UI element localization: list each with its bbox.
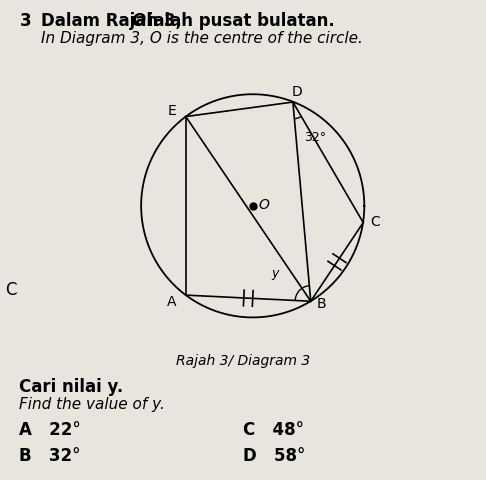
Text: A: A bbox=[167, 294, 176, 308]
Text: E: E bbox=[168, 104, 177, 118]
Text: C: C bbox=[5, 281, 17, 299]
Text: Dalam Rajah 3,: Dalam Rajah 3, bbox=[41, 12, 188, 30]
Text: 3: 3 bbox=[19, 12, 31, 30]
Text: Rajah 3/ Diagram 3: Rajah 3/ Diagram 3 bbox=[176, 353, 310, 367]
Text: ialah pusat bulatan.: ialah pusat bulatan. bbox=[142, 12, 335, 30]
Text: C   48°: C 48° bbox=[243, 420, 304, 438]
Text: O: O bbox=[259, 197, 269, 211]
Text: A   22°: A 22° bbox=[19, 420, 81, 438]
Text: B   32°: B 32° bbox=[19, 446, 81, 464]
Text: B: B bbox=[317, 297, 327, 311]
Text: In Diagram 3, O is the centre of the circle.: In Diagram 3, O is the centre of the cir… bbox=[41, 31, 363, 46]
Text: 32°: 32° bbox=[304, 130, 326, 143]
Text: D   58°: D 58° bbox=[243, 446, 305, 464]
Text: Find the value of y.: Find the value of y. bbox=[19, 396, 165, 411]
Text: Cari nilai y.: Cari nilai y. bbox=[19, 377, 124, 395]
Text: y: y bbox=[271, 267, 278, 280]
Text: O: O bbox=[131, 12, 145, 30]
Text: C: C bbox=[371, 215, 381, 229]
Text: D: D bbox=[292, 84, 303, 99]
